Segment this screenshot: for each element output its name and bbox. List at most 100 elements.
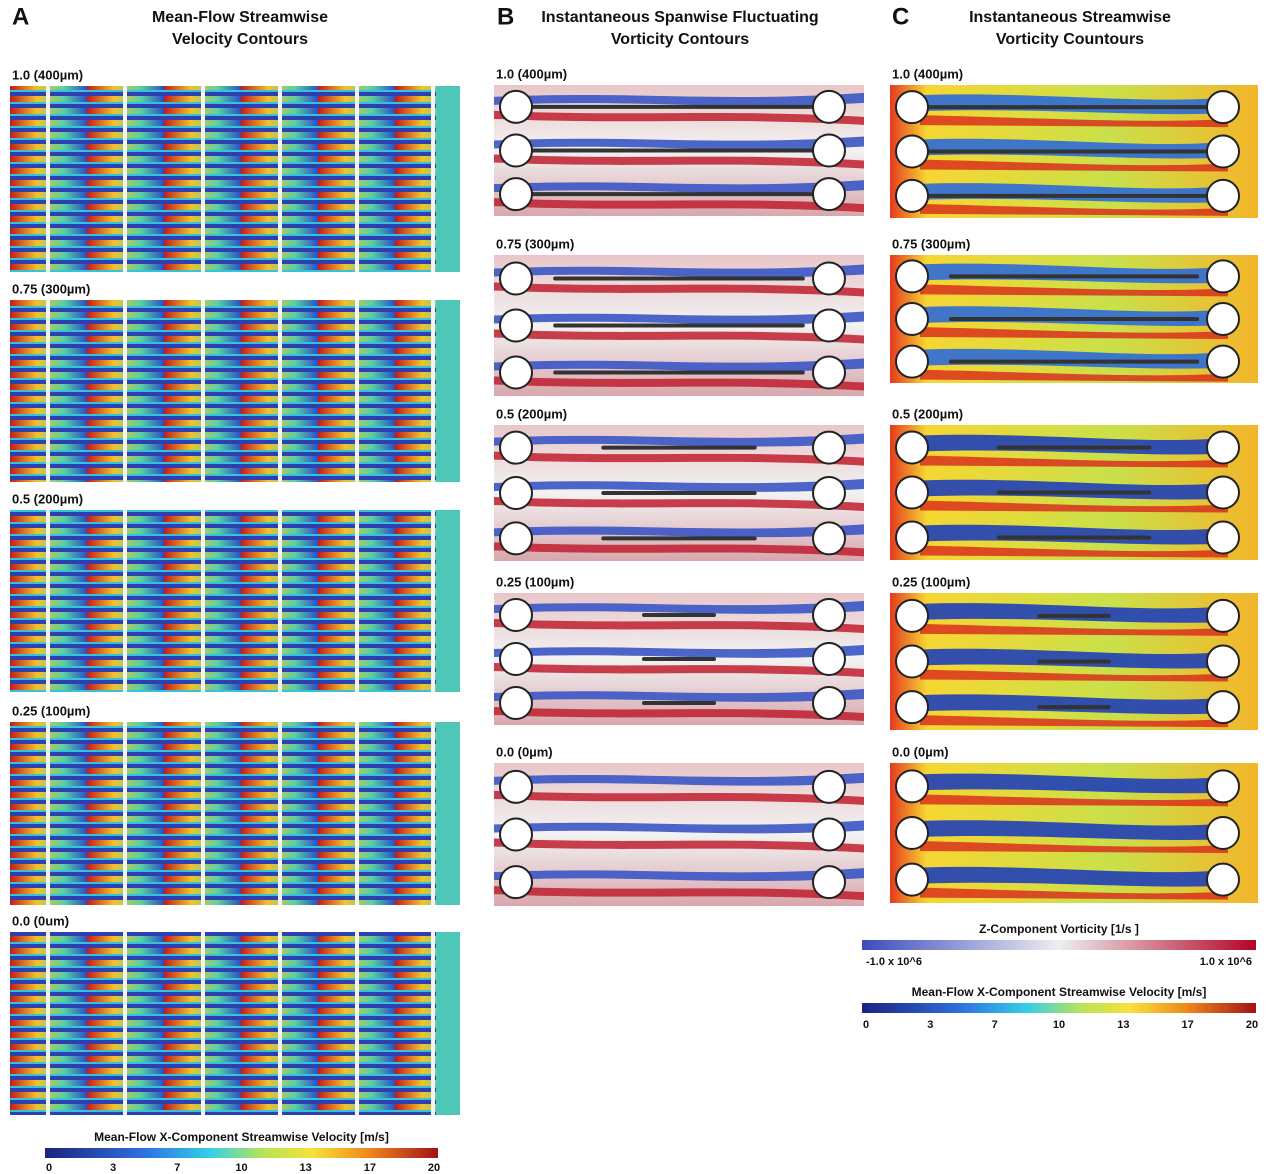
cylinder	[500, 477, 532, 509]
pin-column	[46, 300, 50, 482]
cylinder	[813, 357, 845, 389]
colorbar-gradient	[45, 1148, 438, 1158]
cylinder	[500, 91, 532, 123]
cylinder	[896, 346, 928, 378]
cylinder	[500, 599, 532, 631]
pin-column	[123, 510, 127, 692]
cylinder	[896, 136, 928, 168]
contour-image	[10, 722, 460, 905]
cylinder	[896, 91, 928, 123]
pin-column	[355, 510, 359, 692]
colorbar: Mean-Flow X-Component Streamwise Velocit…	[862, 985, 1258, 1031]
outlet	[436, 86, 460, 272]
subplot-label: 0.5 (200µm)	[892, 406, 963, 421]
plate	[601, 491, 756, 495]
pin-column	[201, 722, 205, 905]
cylinder	[500, 866, 532, 898]
plate	[531, 149, 827, 153]
contour-image	[10, 510, 460, 692]
cylinder	[500, 819, 532, 851]
plate	[553, 277, 805, 281]
pin-column	[355, 86, 359, 272]
cylinder	[896, 864, 928, 896]
cylinder	[1207, 91, 1239, 123]
plate	[601, 536, 756, 540]
cylinder	[500, 643, 532, 675]
panel-letter: B	[497, 3, 514, 30]
pin-column	[278, 722, 282, 905]
cylinder	[1207, 646, 1239, 678]
cylinder	[896, 180, 928, 212]
pin-column	[278, 86, 282, 272]
colorbar-tick-label: 20	[428, 1162, 440, 1174]
plate	[642, 701, 716, 705]
plate	[927, 150, 1221, 154]
pin-column	[46, 932, 50, 1115]
subplot-label: 0.0 (0µm)	[496, 744, 553, 759]
figure: AMean-Flow StreamwiseVelocity Contours1.…	[0, 0, 1266, 1174]
panel-title: Vorticity Contours	[611, 31, 749, 48]
panel-letter: A	[12, 3, 29, 30]
cylinder	[813, 91, 845, 123]
cylinder	[813, 771, 845, 803]
contour-image	[10, 300, 460, 482]
cylinder	[813, 522, 845, 554]
pin-column	[278, 510, 282, 692]
subplot-label: 0.75 (300µm)	[892, 236, 970, 251]
colorbar-gradient	[862, 940, 1256, 950]
subplot-label: 0.25 (100µm)	[496, 574, 574, 589]
colorbar-tick-label: 3	[110, 1162, 116, 1174]
cylinder	[1207, 303, 1239, 335]
colorbar: Mean-Flow X-Component Streamwise Velocit…	[45, 1130, 440, 1174]
cylinder	[896, 770, 928, 802]
plate	[997, 446, 1152, 450]
colorbar-tick-label: 3	[927, 1019, 933, 1031]
subplot-label: 0.25 (100µm)	[12, 703, 90, 718]
pin-column	[278, 300, 282, 482]
subplot-label: 0.5 (200µm)	[496, 406, 567, 421]
pin-column	[123, 86, 127, 272]
pin-column	[355, 722, 359, 905]
plate	[949, 274, 1199, 278]
panel-title: Instantaneous Streamwise	[969, 9, 1171, 26]
cylinder	[813, 178, 845, 210]
plate	[642, 613, 716, 617]
panel: CInstantaneous StreamwiseVorticity Count…	[890, 3, 1258, 903]
subplot-label: 1.0 (400µm)	[12, 67, 83, 82]
cylinder	[813, 135, 845, 167]
cylinder	[1207, 136, 1239, 168]
contour-image	[10, 932, 460, 1115]
colorbar-tick-label: 10	[1053, 1019, 1065, 1031]
panel-letter: C	[892, 3, 909, 30]
plate	[927, 194, 1221, 198]
panel: AMean-Flow StreamwiseVelocity Contours1.…	[10, 3, 460, 1115]
pin-column	[123, 932, 127, 1115]
plate	[553, 371, 805, 375]
cylinder	[500, 357, 532, 389]
panel-title: Instantaneous Spanwise Fluctuating	[541, 9, 818, 26]
cylinder	[896, 691, 928, 723]
cylinder	[813, 599, 845, 631]
colorbar-tick-label: 13	[300, 1162, 312, 1174]
cylinder	[896, 477, 928, 509]
cylinder	[500, 135, 532, 167]
cylinder	[896, 522, 928, 554]
outlet	[436, 932, 460, 1115]
panel-title: Velocity Contours	[172, 31, 308, 48]
cylinder	[1207, 600, 1239, 632]
colorbar-tick-label: 0	[863, 1019, 869, 1031]
plate	[997, 536, 1152, 540]
pin-column	[201, 932, 205, 1115]
pin-column	[201, 86, 205, 272]
plate	[949, 360, 1199, 364]
pin-column	[123, 722, 127, 905]
colorbar-gradient	[862, 1003, 1256, 1013]
cylinder	[1207, 432, 1239, 464]
colorbar-tick-label: 13	[1117, 1019, 1129, 1031]
cylinder	[1207, 180, 1239, 212]
outlet	[436, 722, 460, 905]
colorbar-tick-label: -1.0 x 10^6	[866, 956, 922, 968]
cylinder	[1207, 770, 1239, 802]
cylinder	[1207, 864, 1239, 896]
pin-column	[201, 300, 205, 482]
